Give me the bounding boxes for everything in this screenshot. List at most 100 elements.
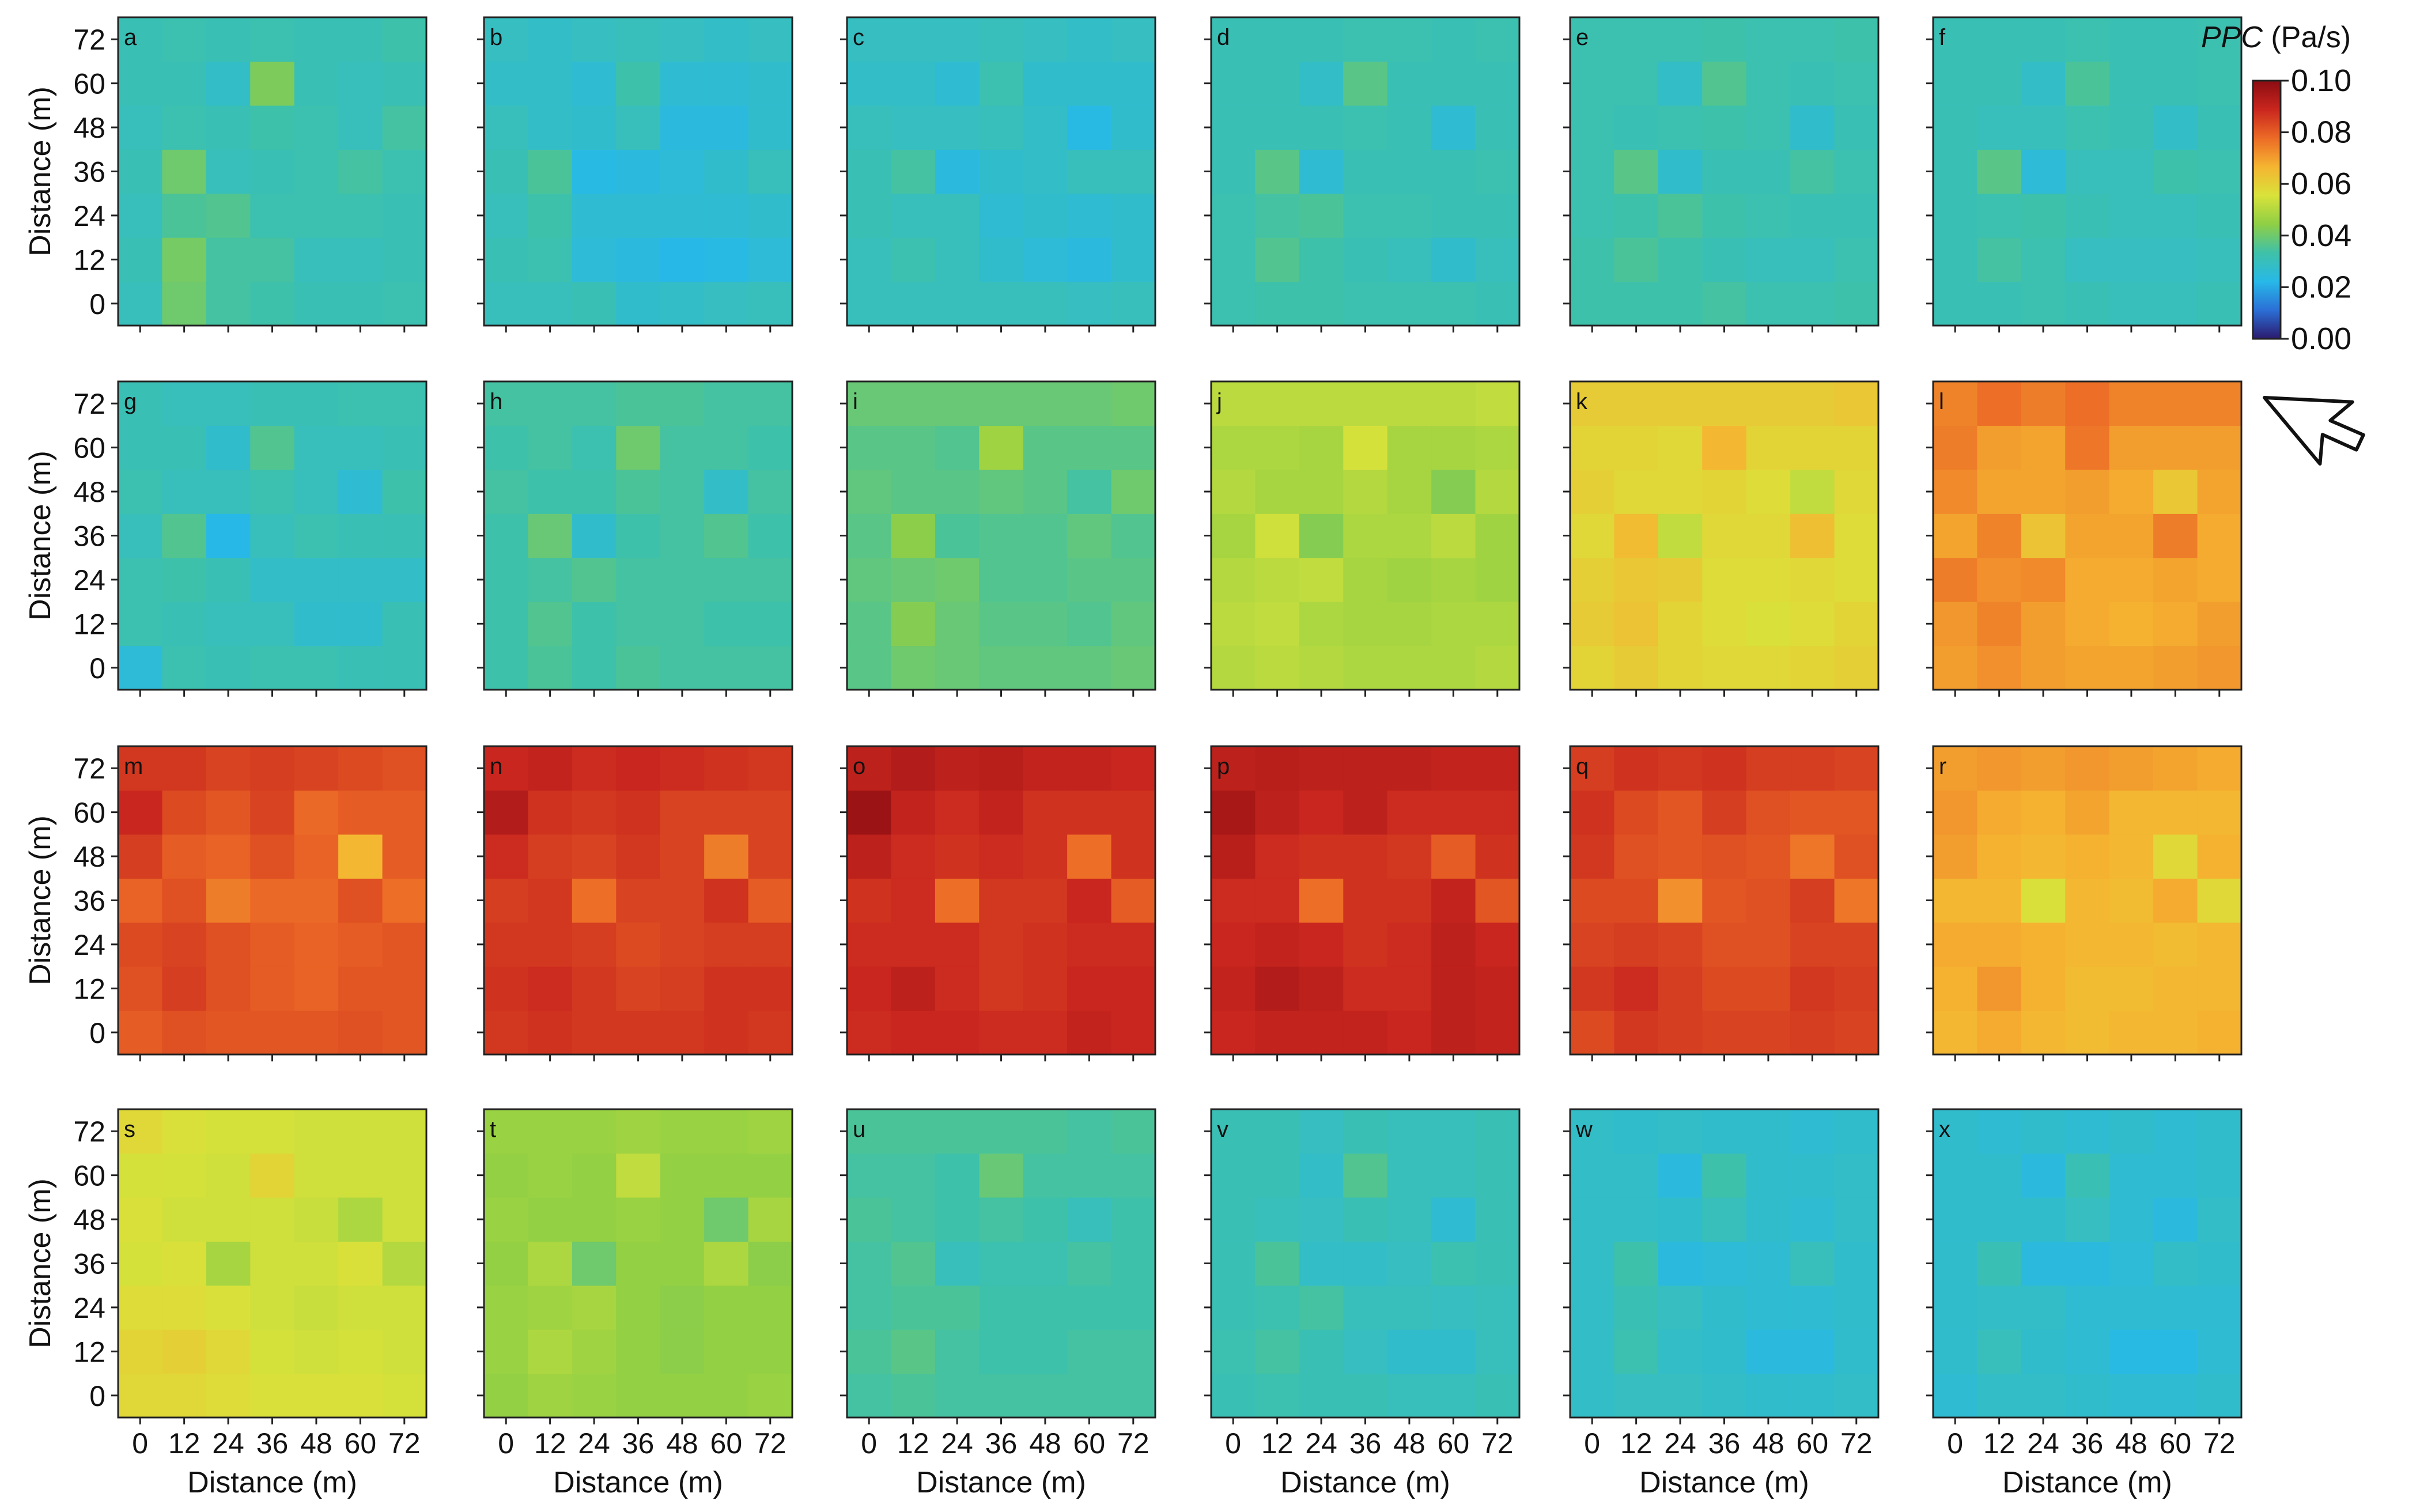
heatmap-cell bbox=[660, 966, 705, 1011]
heatmap-cell bbox=[935, 922, 980, 967]
heatmap-cell bbox=[1746, 1373, 1791, 1418]
heatmap-cell bbox=[2153, 1373, 2198, 1418]
heatmap-cell bbox=[528, 878, 573, 923]
heatmap-cell bbox=[660, 1010, 705, 1055]
heatmap-cell bbox=[1343, 61, 1388, 106]
heatmap-cell bbox=[1702, 922, 1747, 967]
heatmap-cell bbox=[118, 1285, 163, 1330]
heatmap-cell bbox=[1614, 425, 1659, 470]
heatmap-cell bbox=[1746, 381, 1791, 426]
heatmap-cell bbox=[616, 61, 661, 106]
heatmap-cell bbox=[1343, 1109, 1388, 1154]
heatmap-cell bbox=[2065, 281, 2110, 326]
heatmap-cell bbox=[847, 922, 892, 967]
heatmap-cell bbox=[1977, 1109, 2022, 1154]
heatmap-cell bbox=[979, 1197, 1024, 1242]
heatmap-cell bbox=[206, 1241, 251, 1286]
panel-x: x 0 12 24 36 48 60 72 Distance (m) bbox=[1926, 1108, 2243, 1499]
heatmap-cell bbox=[294, 281, 339, 326]
heatmap-cell bbox=[338, 790, 383, 835]
heatmap-cell bbox=[1658, 966, 1703, 1011]
heatmap-cell bbox=[382, 1285, 427, 1330]
heatmap-cell bbox=[2109, 105, 2154, 150]
heatmap-cell bbox=[1933, 834, 1978, 879]
heatmap-cell bbox=[847, 966, 892, 1011]
heatmap-cell bbox=[1658, 790, 1703, 835]
heatmap-cell bbox=[162, 17, 207, 62]
heatmap-cell bbox=[1111, 425, 1156, 470]
heatmap-cell bbox=[1211, 149, 1256, 194]
heatmap-cell bbox=[206, 425, 251, 470]
panel-a: a 0 12 24 36 48 60 72 Distance (m) bbox=[24, 16, 428, 332]
heatmap-cell bbox=[162, 105, 207, 150]
panel-label: x bbox=[1939, 1117, 1950, 1142]
heatmap-cell bbox=[1343, 513, 1388, 558]
heatmap-cell bbox=[1977, 381, 2022, 426]
heatmap-cell bbox=[2197, 425, 2242, 470]
panel-s: s 0 12 24 36 48 60 72 Distance (m) 0 12 24 36 48 60 72 D… bbox=[24, 1108, 428, 1499]
heatmap-cell bbox=[1746, 425, 1791, 470]
heatmap-cell bbox=[935, 1285, 980, 1330]
heatmap-cell bbox=[1255, 425, 1300, 470]
heatmap-cell bbox=[572, 1285, 617, 1330]
heatmap-cell bbox=[572, 1373, 617, 1418]
heatmap-cell bbox=[338, 645, 383, 690]
heatmap-cell bbox=[1211, 645, 1256, 690]
heatmap-cell bbox=[2021, 557, 2066, 602]
heatmap-cell bbox=[1570, 1109, 1615, 1154]
heatmap-cell bbox=[935, 834, 980, 879]
heatmap-cell bbox=[1570, 513, 1615, 558]
heatmap-cell bbox=[1614, 1373, 1659, 1418]
heatmap-cell bbox=[1255, 193, 1300, 238]
heatmap-cell bbox=[616, 1153, 661, 1198]
heatmap-cell bbox=[2021, 17, 2066, 62]
heatmap-cell bbox=[616, 17, 661, 62]
heatmap-cell bbox=[660, 557, 705, 602]
heatmap-cell bbox=[1834, 1285, 1879, 1330]
heatmap-cell bbox=[1111, 381, 1156, 426]
heatmap-cell bbox=[1387, 645, 1432, 690]
heatmap-cell bbox=[162, 61, 207, 106]
heatmap-cell bbox=[1111, 469, 1156, 514]
heatmap-cell bbox=[206, 149, 251, 194]
heatmap-cell bbox=[338, 602, 383, 647]
heatmap-cell bbox=[528, 17, 573, 62]
heatmap-cell bbox=[484, 513, 529, 558]
heatmap-cell bbox=[2109, 1153, 2154, 1198]
heatmap-cell bbox=[935, 645, 980, 690]
heatmap-cell bbox=[250, 878, 295, 923]
heatmap-cell bbox=[748, 193, 793, 238]
y-tick-label: 12 bbox=[73, 973, 105, 1005]
heatmap-cell bbox=[2153, 381, 2198, 426]
heatmap-cell bbox=[1702, 281, 1747, 326]
heatmap-cell bbox=[1658, 237, 1703, 282]
heatmap-cell bbox=[1387, 790, 1432, 835]
x-tick-label: 12 bbox=[168, 1427, 201, 1460]
heatmap-cell bbox=[616, 193, 661, 238]
heatmap-cell bbox=[979, 922, 1024, 967]
heatmap-cell bbox=[1211, 17, 1256, 62]
heatmap-cell bbox=[2021, 1373, 2066, 1418]
heatmap-cell bbox=[2153, 1329, 2198, 1374]
heatmap-cell bbox=[2065, 193, 2110, 238]
heatmap-cell bbox=[1702, 105, 1747, 150]
heatmap-cell bbox=[1614, 281, 1659, 326]
heatmap-cell bbox=[1211, 878, 1256, 923]
heatmap-cell bbox=[935, 1153, 980, 1198]
heatmap-cell bbox=[528, 193, 573, 238]
heatmap-cell bbox=[935, 149, 980, 194]
heatmap-cell bbox=[1475, 922, 1520, 967]
panel-i: i bbox=[840, 380, 1156, 697]
heatmap-cell bbox=[660, 149, 705, 194]
heatmap-cell bbox=[2065, 1329, 2110, 1374]
heatmap-cell bbox=[1067, 1373, 1112, 1418]
panel-label: q bbox=[1576, 754, 1589, 779]
heatmap-cell bbox=[979, 193, 1024, 238]
y-tick-label: 36 bbox=[73, 156, 105, 188]
heatmap-cell bbox=[206, 922, 251, 967]
heatmap-cell bbox=[572, 469, 617, 514]
heatmap-cell bbox=[162, 1241, 207, 1286]
panel-q: q bbox=[1563, 745, 1880, 1061]
y-tick-label: 0 bbox=[89, 288, 105, 320]
heatmap-cell bbox=[2109, 17, 2154, 62]
